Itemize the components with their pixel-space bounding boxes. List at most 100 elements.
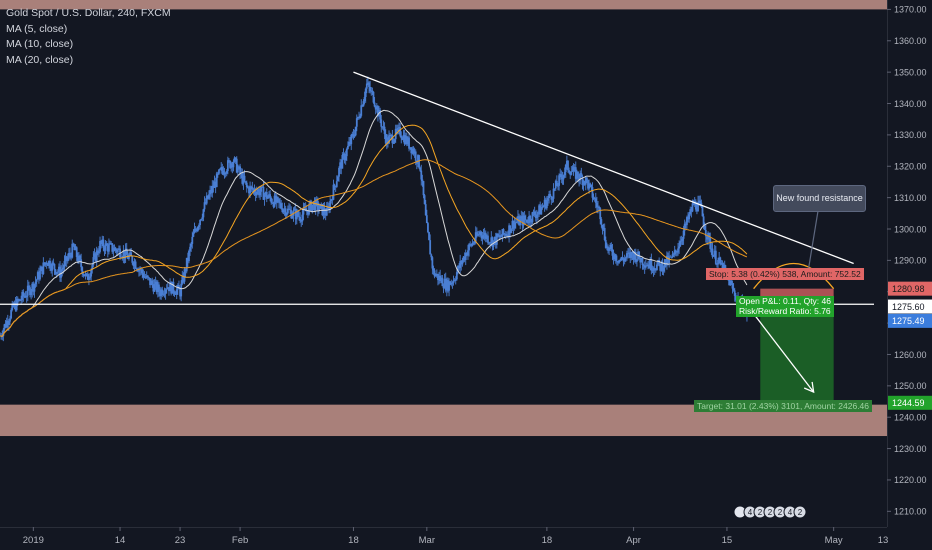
- candle-body: [325, 208, 328, 216]
- y-tick-label: 1230.00: [894, 444, 927, 454]
- candle-body: [409, 147, 412, 149]
- y-tick-label: 1210.00: [894, 507, 927, 517]
- candle-body: [318, 208, 320, 211]
- candle-body: [7, 321, 10, 325]
- candle-body: [174, 293, 177, 295]
- candle-body: [333, 184, 336, 187]
- candle-body: [338, 167, 340, 177]
- candle-body: [634, 251, 637, 262]
- candle-body: [148, 277, 150, 279]
- candle-body: [163, 293, 166, 295]
- candle-body: [144, 276, 147, 278]
- candle-body: [699, 200, 702, 203]
- candle-body: [425, 215, 428, 224]
- candle-body: [116, 249, 119, 253]
- candle-body: [454, 279, 457, 281]
- candle-body: [341, 154, 344, 169]
- candle-body: [651, 270, 654, 271]
- candle-body: [280, 203, 283, 209]
- candle-body: [413, 151, 416, 154]
- candle-body: [10, 309, 13, 319]
- candle-body: [22, 291, 25, 297]
- symbol-title[interactable]: Gold Spot / U.S. Dollar, 240, FXCM: [6, 7, 171, 19]
- candle-body: [697, 201, 699, 212]
- candle-body: [26, 285, 29, 296]
- candle-body: [64, 256, 67, 261]
- candle-body: [140, 269, 143, 271]
- candle-body: [288, 208, 290, 210]
- candle-body: [505, 234, 508, 236]
- candle-body: [617, 261, 619, 263]
- candle-body: [380, 119, 383, 127]
- candle-body: [156, 284, 159, 292]
- candle-body: [135, 268, 138, 270]
- candle-body: [88, 278, 90, 280]
- candle-body: [414, 151, 417, 161]
- candle-body: [43, 262, 46, 265]
- candle-body: [498, 235, 500, 237]
- open-pnl-label[interactable]: Open P&L: 0.11, Qty: 46 Risk/Reward Rati…: [736, 296, 834, 317]
- y-tick-label: 1330.00: [894, 130, 927, 140]
- candle-body: [128, 255, 130, 259]
- candle-body: [69, 253, 71, 255]
- candle-body: [599, 208, 602, 220]
- candle-body: [330, 199, 333, 201]
- candle-body: [585, 177, 588, 181]
- candle-body: [362, 101, 365, 107]
- candle-body: [581, 176, 584, 186]
- candle-body: [350, 134, 353, 145]
- candle-body: [508, 225, 510, 237]
- candle-body: [667, 255, 669, 263]
- candle-body: [63, 260, 66, 268]
- ma10-indicator[interactable]: MA (10, close): [6, 38, 74, 50]
- candle-body: [104, 243, 107, 251]
- candle-body: [602, 227, 605, 230]
- candle-body: [372, 91, 375, 103]
- y-tick-label: 1290.00: [894, 256, 927, 266]
- candle-body: [374, 106, 377, 110]
- axis-price-value: 1275.49: [892, 316, 925, 326]
- candle-body: [198, 225, 200, 227]
- candle-body: [557, 185, 559, 187]
- candle-body: [339, 162, 342, 168]
- candle-body: [432, 268, 435, 271]
- candle-body: [481, 235, 484, 239]
- candle-body: [444, 278, 447, 291]
- candle-body: [150, 280, 153, 286]
- candle-body: [452, 280, 455, 284]
- candle-body: [512, 220, 515, 229]
- candle-body: [403, 135, 406, 145]
- candle-body: [640, 257, 643, 263]
- candle-body: [42, 262, 45, 274]
- candle-body: [451, 282, 454, 284]
- candle-body: [703, 225, 706, 230]
- candle-body: [614, 254, 617, 261]
- candle-body: [363, 96, 366, 102]
- ma20-indicator[interactable]: MA (20, close): [6, 53, 74, 66]
- candle-body: [194, 228, 197, 230]
- candle-body: [662, 267, 665, 272]
- candle-body: [696, 209, 698, 212]
- candle-body: [420, 170, 423, 180]
- y-tick-label: 1370.00: [894, 5, 927, 15]
- candle-body: [281, 208, 284, 213]
- stop-label[interactable]: Stop: 5.38 (0.42%) 538, Amount: 752.52: [706, 268, 864, 280]
- candle-body: [462, 256, 465, 261]
- candle-body: [370, 90, 373, 92]
- candle-body: [729, 280, 732, 286]
- resistance-callout[interactable]: New found resistance: [773, 185, 866, 212]
- candle-body: [219, 168, 221, 170]
- candle-body: [173, 292, 176, 294]
- candle-body: [619, 259, 622, 261]
- candle-body: [46, 263, 49, 266]
- candle-body: [493, 236, 496, 241]
- candle-body: [164, 289, 167, 294]
- candle-body: [501, 229, 504, 237]
- candle-body: [246, 187, 249, 189]
- candle-body: [112, 250, 115, 252]
- target-label[interactable]: Target: 31.01 (2.43%) 3101, Amount: 2426…: [694, 400, 873, 412]
- candle-body: [524, 219, 527, 221]
- ma5-indicator[interactable]: MA (5, close): [6, 22, 68, 35]
- candle-body: [369, 86, 372, 92]
